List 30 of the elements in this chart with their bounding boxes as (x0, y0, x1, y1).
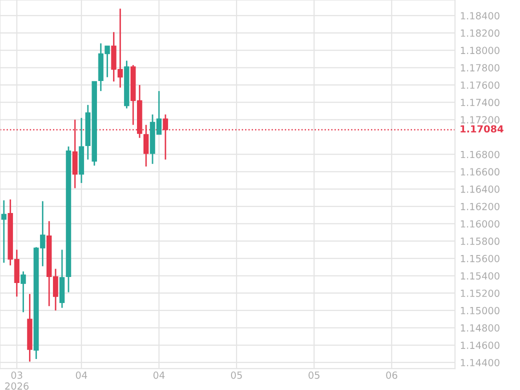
y-tick-label: 1.17800 (460, 64, 500, 72)
x-tick-label: 05 (231, 372, 242, 379)
candlestick (20, 270, 26, 313)
y-tick-label: 1.15400 (460, 272, 500, 280)
y-tick-label: 1.15200 (460, 290, 500, 297)
y-tick-label: 1.14600 (460, 342, 500, 349)
y-tick-label: 1.14800 (460, 324, 500, 332)
y-tick-label: 1.16800 (460, 150, 500, 158)
y-tick-label: 1.15800 (460, 238, 500, 245)
y-tick-label: 1.17400 (460, 98, 500, 106)
x-tick-label: 05 (308, 372, 320, 379)
y-tick-label: 1.18000 (460, 46, 500, 54)
y-tick-label: 1.16400 (460, 186, 500, 193)
y-tick-label: 1.16200 (460, 202, 500, 210)
y-tick-label: 1.15000 (460, 306, 500, 314)
y-tick-label: 1.16600 (460, 168, 500, 176)
x-tick-label: 03 2026 (5, 372, 29, 390)
x-tick-label: 04 (153, 372, 165, 379)
x-tick-label: 06 (386, 372, 398, 379)
y-tick-label: 1.18200 (460, 29, 500, 37)
y-tick-label: 1.16000 (460, 220, 500, 228)
y-tick-label: 1.15600 (460, 254, 500, 262)
candlestick (1, 200, 6, 264)
y-tick-label: 1.18400 (460, 12, 500, 20)
candlestick (143, 124, 149, 168)
x-tick-label: 04 (76, 372, 88, 379)
y-tick-label: 1.14400 (460, 358, 500, 366)
y-tick-label: 1.17200 (460, 116, 500, 124)
y-tick-label: 1.17600 (460, 81, 500, 89)
ref-line-label: 1.17084 (460, 125, 504, 133)
